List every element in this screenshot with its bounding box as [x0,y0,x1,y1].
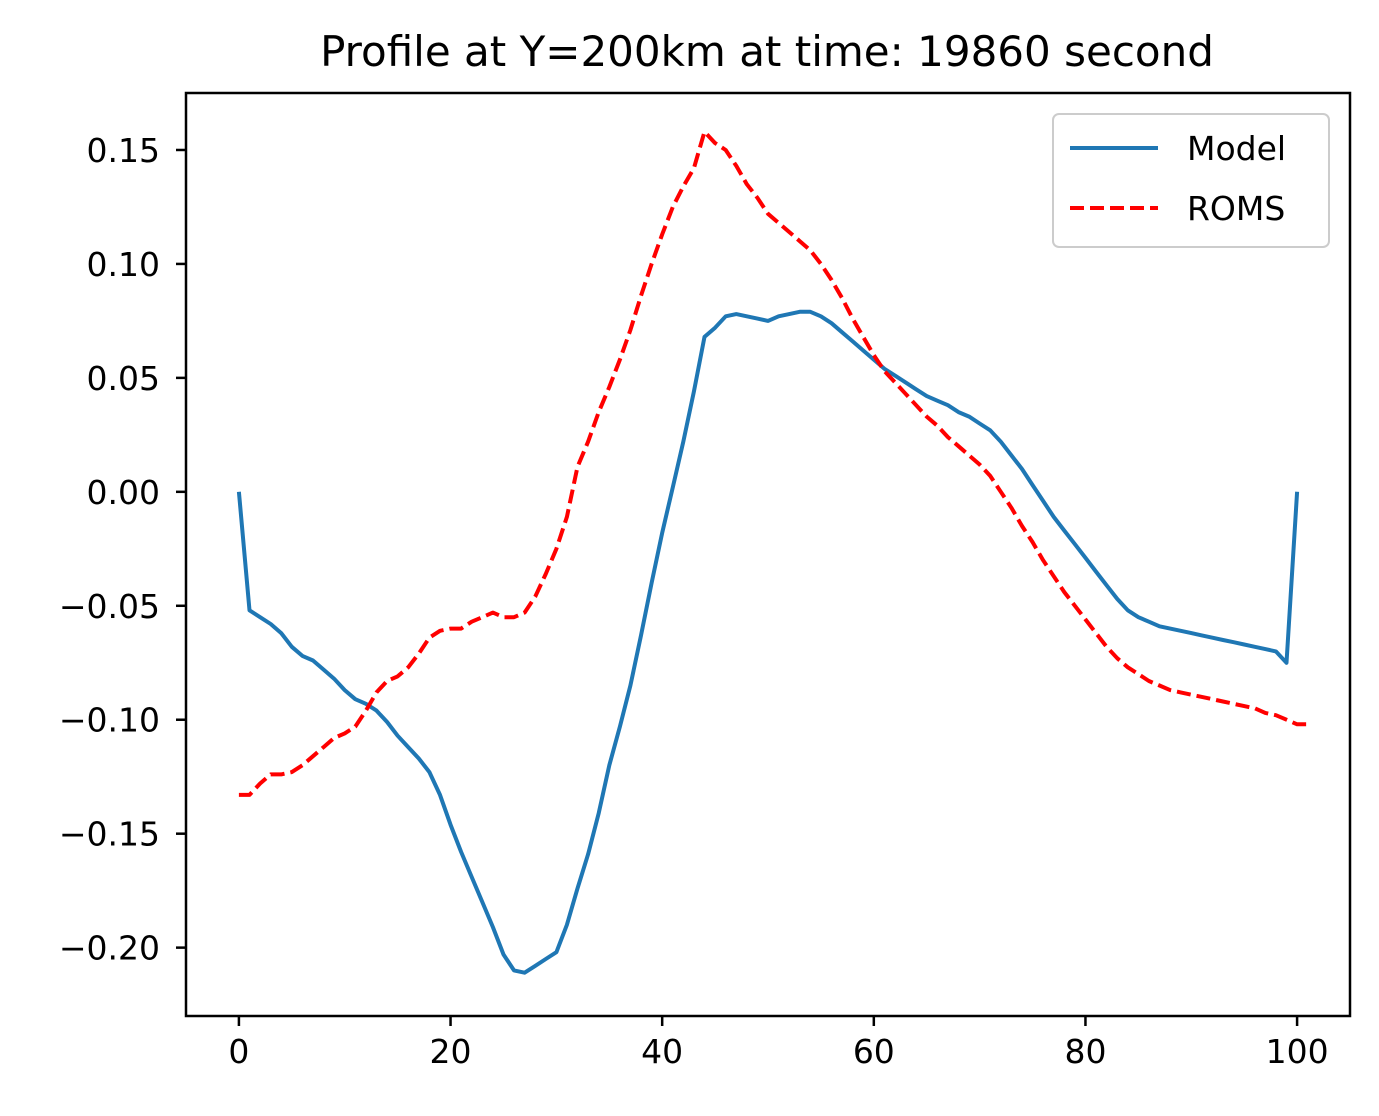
x-tick-label: 100 [1266,1032,1329,1071]
y-axis: 0.15 0.10 0.05 0.00 −0.05 −0.10 −0.15 −0.20 [59,131,186,968]
y-tick-label: −0.05 [59,587,160,626]
plot-frame [184,91,1352,1018]
y-tick-label: −0.20 [59,929,160,968]
legend-roms-label: ROMS [1187,189,1285,228]
x-axis: 0 20 40 60 80 100 [228,1016,1329,1071]
chart-title: Profile at Y=200km at time: 19860 second [320,27,1214,76]
legend: Model ROMS [1052,113,1330,248]
series-line-roms [238,129,1308,797]
legend-model-label: Model [1187,129,1286,168]
x-tick-label: 60 [853,1032,895,1071]
series-line-model [236,309,1300,975]
y-tick-label: 0.00 [87,473,160,512]
x-tick-label: 80 [1064,1032,1106,1071]
plot-lines [236,129,1308,975]
x-tick-label: 40 [641,1032,683,1071]
y-tick-label: −0.10 [59,701,160,740]
y-tick-label: 0.15 [87,131,160,170]
x-tick-label: 20 [430,1032,472,1071]
y-tick-label: −0.15 [59,815,160,854]
y-tick-label: 0.05 [87,359,160,398]
y-tick-label: 0.10 [87,245,160,284]
x-tick-label: 0 [228,1032,249,1071]
